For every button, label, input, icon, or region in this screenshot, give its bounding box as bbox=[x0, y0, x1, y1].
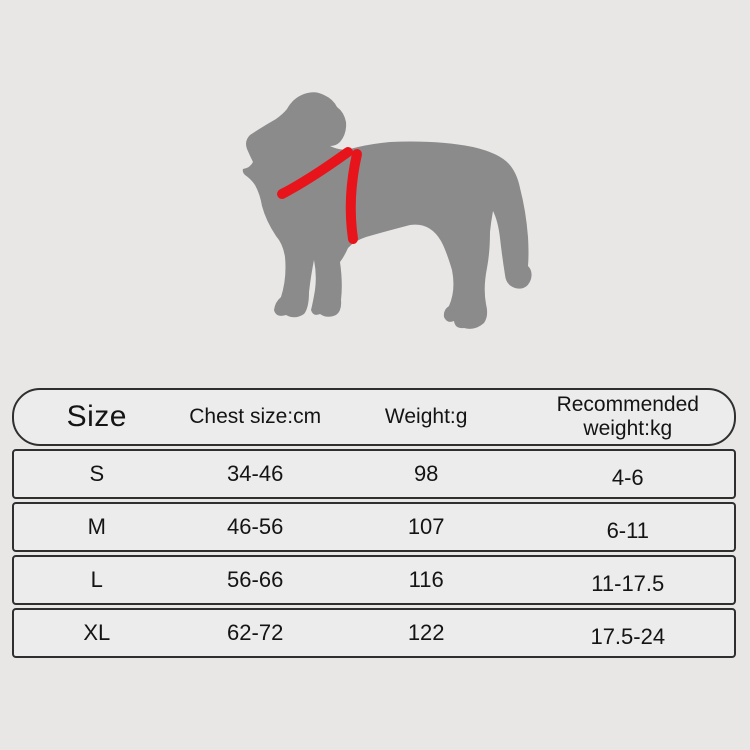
table-row-s: S 34-46 98 4-6 bbox=[12, 449, 736, 499]
cell-chest: 46-56 bbox=[227, 514, 284, 540]
header-cell-chest: Chest size:cm bbox=[189, 404, 322, 428]
cell-weight: 116 bbox=[408, 567, 444, 593]
cell-chest: 62-72 bbox=[227, 620, 284, 646]
cell-weight: 98 bbox=[413, 461, 439, 487]
cell-recommended: 17.5-24 bbox=[590, 624, 666, 650]
header-cell-weight: Weight:g bbox=[384, 404, 468, 428]
harness-girth-strap bbox=[345, 149, 362, 244]
cell-recommended: 6-11 bbox=[606, 518, 649, 544]
table-row-l: L 56-66 116 11-17.5 bbox=[12, 555, 736, 605]
size-table: Size Chest size:cm Weight:g Recommended … bbox=[12, 388, 736, 658]
table-row-xl: XL 62-72 122 17.5-24 bbox=[12, 608, 736, 658]
cell-chest: 56-66 bbox=[227, 567, 284, 593]
dog-silhouette bbox=[242, 92, 532, 329]
cell-size: XL bbox=[83, 620, 111, 646]
size-table-header: Size Chest size:cm Weight:g Recommended … bbox=[12, 388, 736, 446]
cell-recommended: 4-6 bbox=[611, 465, 644, 491]
cell-size: L bbox=[90, 567, 103, 593]
cell-weight: 107 bbox=[407, 514, 445, 540]
header-cell-recommended: Recommended weight:kg bbox=[556, 392, 699, 440]
cell-chest: 34-46 bbox=[227, 461, 284, 487]
cell-recommended: 11-17.5 bbox=[591, 571, 665, 597]
cell-weight: 122 bbox=[407, 620, 445, 646]
cell-size: M bbox=[87, 514, 106, 540]
header-cell-size: Size bbox=[66, 399, 127, 433]
harness-neck-strap bbox=[277, 147, 353, 199]
cell-size: S bbox=[89, 461, 105, 487]
table-row-m: M 46-56 107 6-11 bbox=[12, 502, 736, 552]
